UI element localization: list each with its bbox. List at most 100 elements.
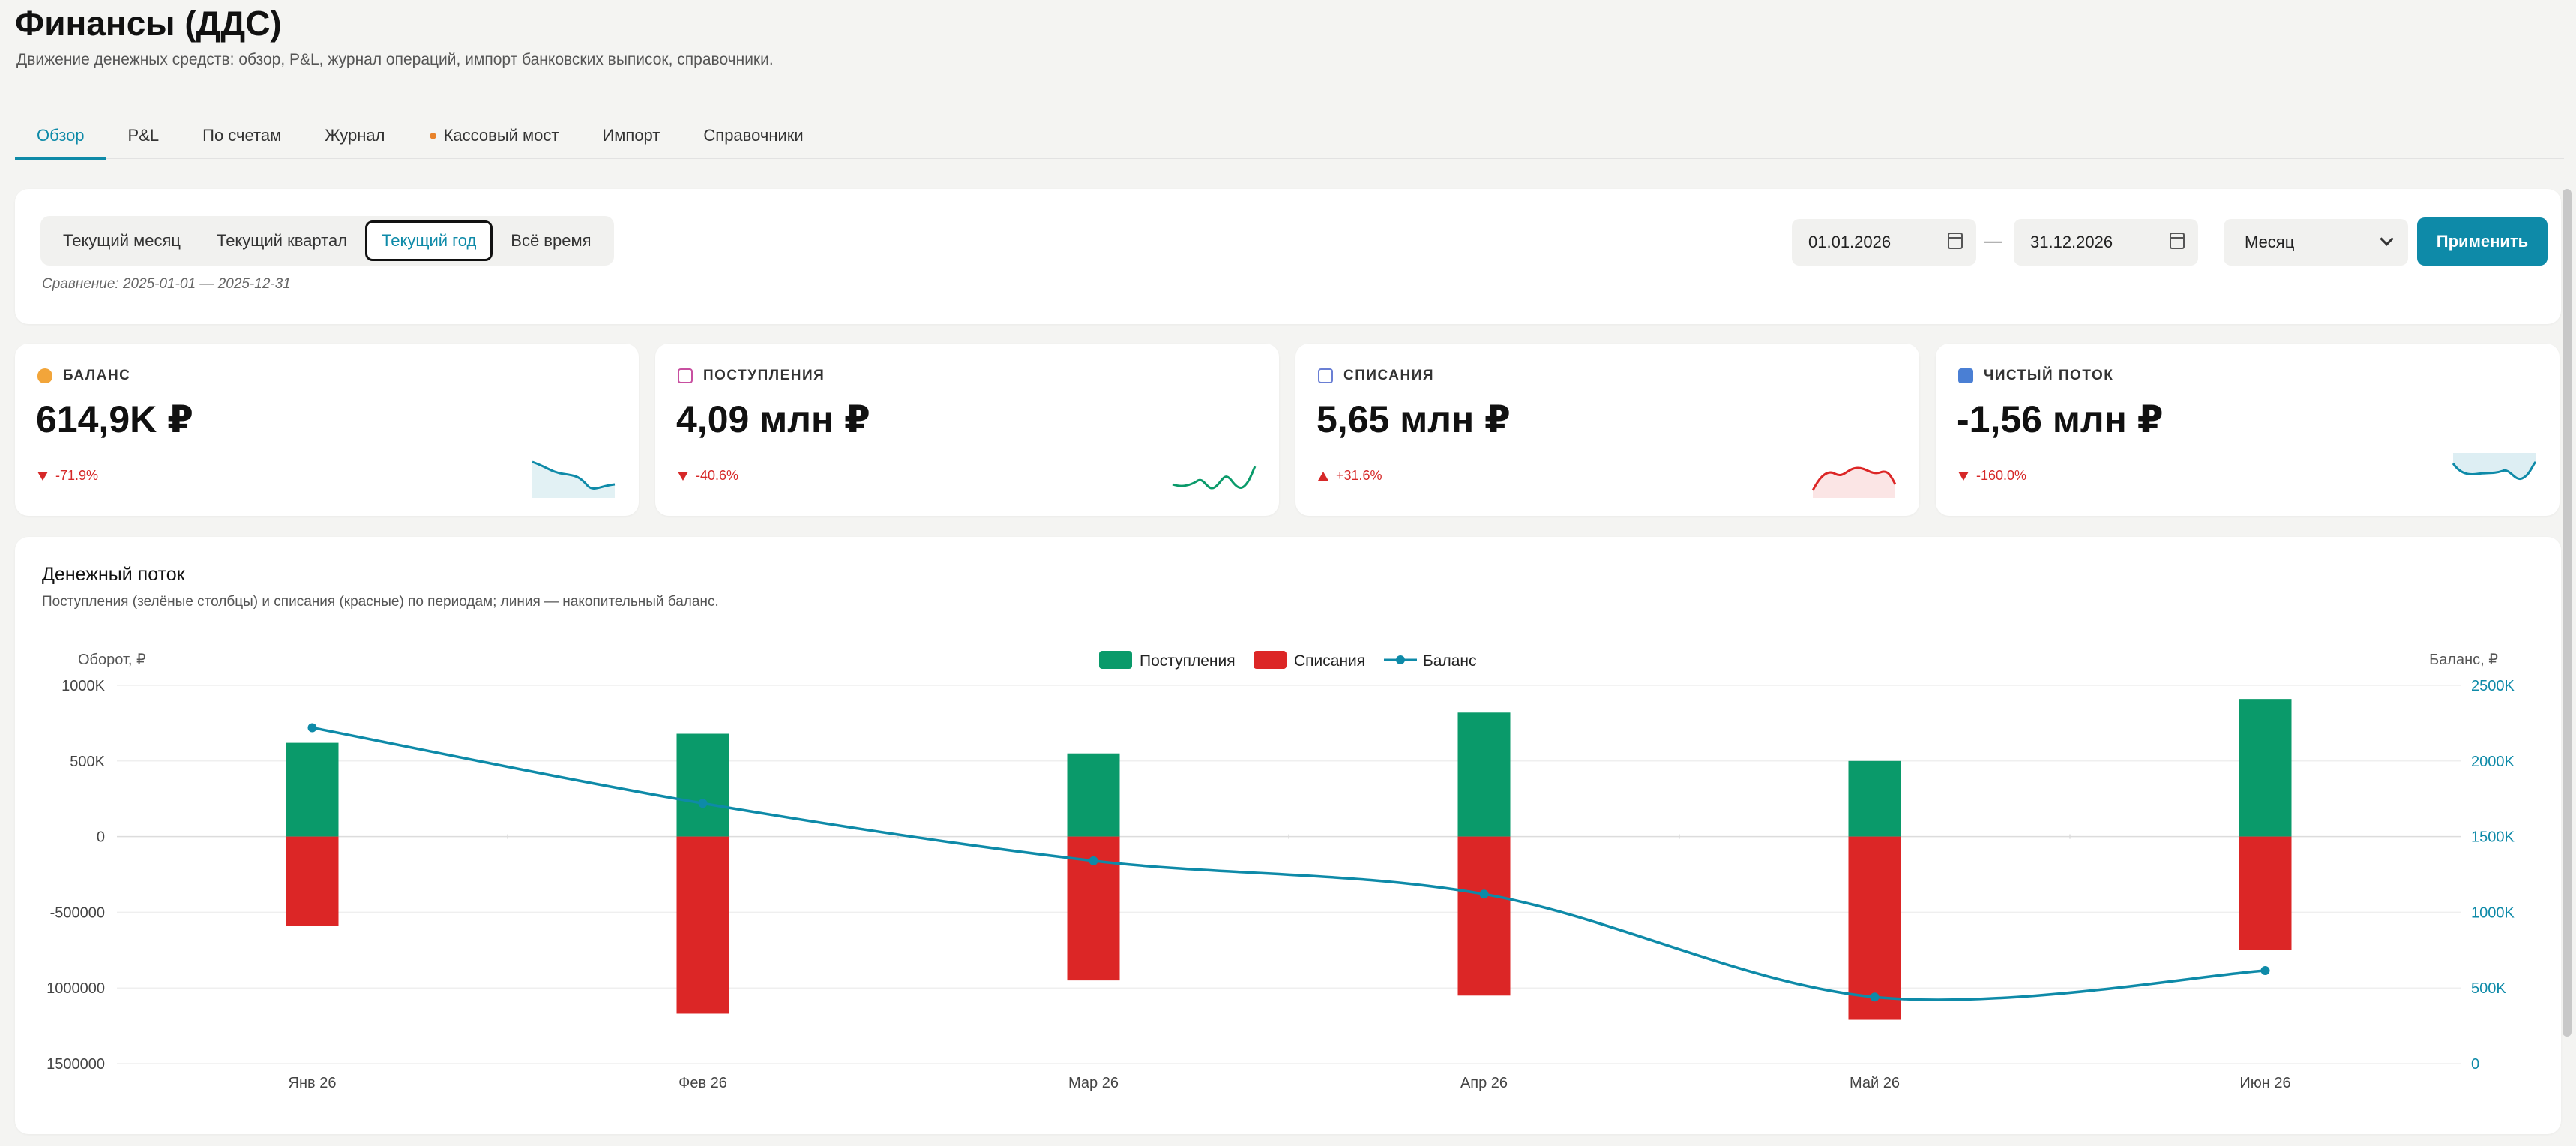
tab-pnl[interactable]: P&L [106,112,181,159]
date-separator: — [1984,231,2002,251]
tab-label: Обзор [37,126,85,145]
y-tick-right: 2000K [2471,754,2515,770]
x-tick-label: Май 26 [1850,1075,1900,1091]
bar-income [1457,712,1511,837]
tab-label: Импорт [602,126,660,145]
balance-point [698,799,708,808]
chevron-down-icon [2380,232,2394,246]
arrow-down-icon [37,471,48,481]
tab-label: Журнал [325,126,385,145]
period-selector: Текущий месяц Текущий квартал Текущий го… [40,216,614,266]
y-tick-left: 500K [70,754,105,770]
tab-label: P&L [127,126,160,145]
page-scrollbar[interactable] [2563,189,2572,1036]
date-to-field[interactable]: 31.12.2026 [2014,219,2198,266]
fire-icon: ● [428,127,438,144]
arrow-down-icon [1958,471,1969,481]
kpi-card-income: ПОСТУПЛЕНИЯ 4,09 млн ₽ -40.6% [655,344,1279,516]
tab-overview[interactable]: Обзор [15,112,106,160]
y-tick-right: 0 [2471,1056,2479,1072]
sparkline [1172,466,1257,490]
apply-button[interactable]: Применить [2417,218,2548,266]
bar-income [2239,699,2292,837]
kpi-card-balance: БАЛАНС 614,9K ₽ -71.9% [15,344,639,516]
bar-income [676,734,729,837]
tab-label: Справочники [703,126,804,145]
cash-flow-chart-card: Денежный поток Поступления (зелёные стол… [15,537,2561,1134]
kpi-value: 614,9K ₽ [36,398,193,440]
y-tick-left: 0 [97,830,105,846]
kpi-delta: -40.6% [678,468,738,484]
bar-income [1067,753,1120,837]
calendar-icon[interactable] [2170,232,2185,249]
granularity-select[interactable]: Месяц [2224,219,2408,266]
legend-label: Списания [1294,652,1365,670]
y-tick-left: 1000000 [46,980,105,997]
tab-cash-bridge[interactable]: ● Кассовый мост [407,112,581,159]
y-axis-label-left: Оборот, ₽ [78,652,146,668]
period-current-year[interactable]: Текущий год [365,220,493,261]
money-bag-icon [37,368,52,383]
y-tick-left: 1500000 [46,1056,105,1072]
bar-income [286,742,339,837]
tab-references[interactable]: Справочники [681,112,825,159]
kpi-value: -1,56 млн ₽ [1957,398,2164,440]
tab-journal[interactable]: Журнал [303,112,406,159]
bar-expense [286,836,339,926]
granularity-value: Месяц [2245,232,2295,251]
tab-by-accounts[interactable]: По счетам [181,112,303,159]
legend-swatch [1099,651,1132,669]
kpi-card-net-flow: ЧИСТЫЙ ПОТОК -1,56 млн ₽ -160.0% [1936,344,2560,516]
legend-label: Поступления [1140,652,1236,670]
chart-title: Денежный поток [42,564,185,585]
kpi-delta: +31.6% [1318,468,1382,484]
kpi-delta-value: -71.9% [55,468,99,483]
period-all-time[interactable]: Всё время [511,231,592,250]
balance-point [1870,992,1880,1002]
balance-line [312,726,2266,1001]
period-current-month[interactable]: Текущий месяц [63,231,181,250]
y-axis-label-right: Баланс, ₽ [2429,652,2498,668]
page-title: Финансы (ДДС) [15,4,282,43]
y-tick-right: 1000K [2471,904,2515,921]
tab-bar: Обзор P&L По счетам Журнал ● Кассовый мо… [15,112,2564,160]
balance-point [307,723,317,733]
x-tick-label: Апр 26 [1460,1075,1508,1091]
kpi-value: 4,09 млн ₽ [676,398,870,440]
tab-label: По счетам [202,126,282,145]
y-tick-right: 500K [2471,980,2506,997]
page-subtitle: Движение денежных средств: обзор, P&L, ж… [16,51,774,68]
kpi-label: СПИСАНИЯ [1343,368,1435,383]
kpi-label: ЧИСТЫЙ ПОТОК [1984,368,2114,383]
kpi-label: БАЛАНС [63,368,131,383]
bar-expense [1457,836,1511,996]
bar-chart-icon [1958,368,1973,383]
arrow-down-icon [678,471,688,481]
y-tick-left: 1000K [61,678,105,694]
date-from-field[interactable]: 01.01.2026 [1792,219,1976,266]
x-tick-label: Янв 26 [289,1075,337,1091]
calendar-icon[interactable] [1948,232,1963,249]
chart-up-icon [678,368,693,383]
sparkline [2452,453,2537,481]
date-from-value: 01.01.2026 [1808,232,1892,251]
period-current-quarter[interactable]: Текущий квартал [216,231,348,250]
tab-label: Кассовый мост [443,126,559,145]
kpi-delta-value: -40.6% [696,468,739,483]
chart-subtitle: Поступления (зелёные столбцы) и списания… [42,594,719,610]
legend-label: Баланс [1423,652,1477,670]
bar-income [1848,760,1901,837]
x-tick-label: Июн 26 [2239,1075,2290,1091]
chart-down-icon [1318,368,1333,383]
bar-expense [2239,836,2292,950]
tab-import[interactable]: Импорт [580,112,681,159]
balance-point [1089,856,1098,866]
kpi-delta: -71.9% [37,468,98,484]
comparison-range: Сравнение: 2025-01-01 — 2025-12-31 [42,276,291,292]
legend-swatch [1396,656,1405,664]
cash-flow-chart: 1000K 2500K 500K 2000K 0 1500K -500000 1000K 100… [46,651,2515,1091]
kpi-label: ПОСТУПЛЕНИЯ [703,368,825,383]
arrow-up-icon [1318,471,1328,481]
sparkline [532,460,616,498]
y-tick-right: 1500K [2471,830,2515,846]
